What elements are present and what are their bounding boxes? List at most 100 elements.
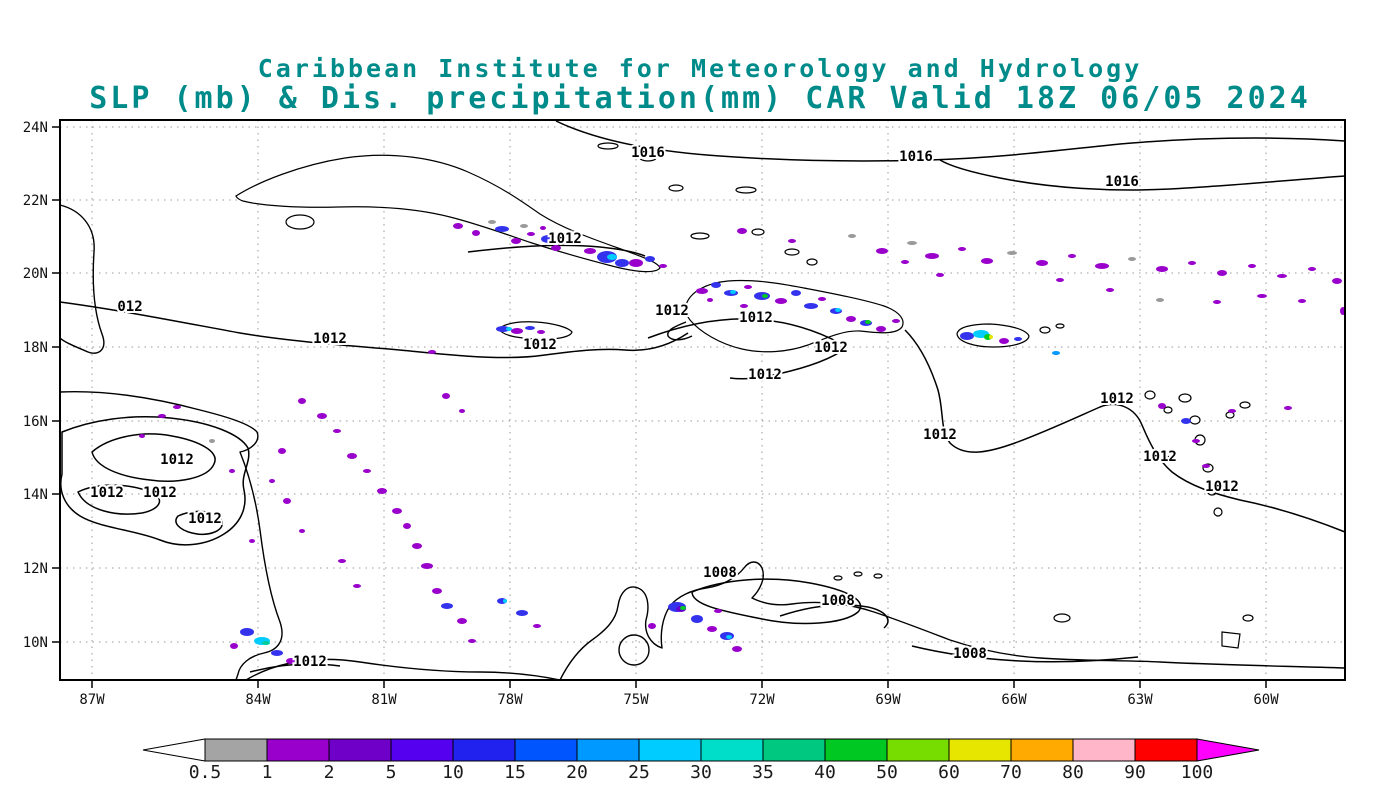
precip-cell xyxy=(428,350,436,354)
pressure-label: 1012 xyxy=(1100,391,1134,407)
precip-cell xyxy=(726,635,732,639)
pressure-labels: 1016 1016 1016 1012 012 1012 1012 1012 1012 1012 1… xyxy=(88,143,1241,672)
precip-cell xyxy=(707,298,713,302)
precip-cell xyxy=(1257,294,1267,298)
institute-title: Caribbean Institute for Meteorology and … xyxy=(257,54,1143,83)
precip-cell xyxy=(333,429,341,433)
lon-tick-label: 87W xyxy=(79,692,105,708)
lat-tick-label: 16N xyxy=(23,414,48,430)
precip-cell xyxy=(173,405,181,409)
colorbar-segment xyxy=(762,738,826,762)
grid-lines xyxy=(60,120,1345,680)
precip-cell xyxy=(659,264,667,268)
colorbar-tick-label: 5 xyxy=(386,762,397,783)
lon-tick-label: 60W xyxy=(1253,692,1279,708)
precip-cell xyxy=(299,529,305,533)
precip-cell xyxy=(1284,406,1292,410)
precip-cell xyxy=(271,650,283,656)
precip-cell xyxy=(584,248,596,254)
precip-cell xyxy=(540,226,546,230)
pressure-label: 1016 xyxy=(899,149,933,165)
precip-cell xyxy=(503,599,507,603)
lon-tick-label: 66W xyxy=(1001,692,1027,708)
pressure-label: 1012 xyxy=(90,485,124,501)
precip-cell xyxy=(691,615,703,623)
precip-cell xyxy=(1217,270,1227,276)
precip-cell xyxy=(520,224,528,228)
lat-tick-label: 24N xyxy=(23,120,48,136)
pressure-label: 1012 xyxy=(548,231,582,247)
colorbar-tick-label: 40 xyxy=(814,762,836,783)
precip-cell xyxy=(960,332,974,340)
precip-cell xyxy=(762,294,768,298)
pressure-label: 1012 xyxy=(748,367,782,383)
pressure-label: 1012 xyxy=(1205,479,1239,495)
precip-cell xyxy=(711,282,721,288)
lat-tick-label: 22N xyxy=(23,193,48,209)
colorbar-high-arrow xyxy=(1196,738,1260,762)
colorbar-low-arrow xyxy=(142,738,206,762)
precip-cell xyxy=(607,254,617,260)
precip-cell xyxy=(892,319,900,323)
precip-cell xyxy=(1128,257,1136,261)
pressure-label: 1008 xyxy=(953,646,987,662)
precip-cell xyxy=(1298,299,1306,303)
precip-cell xyxy=(648,623,656,629)
precip-cell xyxy=(1095,263,1109,269)
precip-cell xyxy=(1202,464,1210,468)
precip-cell xyxy=(848,234,856,238)
precip-cell xyxy=(1277,274,1287,278)
lat-tick-label: 10N xyxy=(23,635,48,651)
lon-tick-label: 81W xyxy=(371,692,397,708)
colorbar-tick-label: 0.5 xyxy=(189,762,222,783)
colorbar-tick-label: 15 xyxy=(504,762,526,783)
lat-tick-label: 18N xyxy=(23,340,48,356)
precip-cell xyxy=(1213,300,1221,304)
chart-title: SLP (mb) & Dis. precipitation(mm) CAR Va… xyxy=(89,81,1311,116)
precip-cell xyxy=(958,247,966,251)
precip-cell xyxy=(775,298,787,304)
precip-cell xyxy=(707,626,717,632)
precip-cell xyxy=(1181,418,1191,424)
pressure-label: 1012 xyxy=(188,511,222,527)
precip-cell xyxy=(714,609,722,613)
colorbar-segment xyxy=(514,738,578,762)
colorbar-tick-label: 80 xyxy=(1062,762,1084,783)
precip-cell xyxy=(1156,298,1164,302)
precip-cell xyxy=(541,235,557,243)
colorbar-tick-label: 100 xyxy=(1181,762,1214,783)
precip-cell xyxy=(925,253,939,259)
precip-cell xyxy=(468,639,476,643)
precip-cell xyxy=(1192,439,1200,443)
lon-tick-label: 78W xyxy=(497,692,523,708)
map-frame xyxy=(59,119,1346,681)
precip-cell xyxy=(696,288,708,294)
colorbar-segment xyxy=(266,738,330,762)
precip-cell xyxy=(1068,254,1076,258)
pressure-label: 1012 xyxy=(655,303,689,319)
lat-tick-label: 12N xyxy=(23,561,48,577)
precip-cell xyxy=(533,624,541,628)
precip-cell xyxy=(740,304,748,308)
pressure-contours xyxy=(59,120,1346,673)
precip-cell xyxy=(865,320,871,324)
precip-cell xyxy=(453,223,463,229)
precip-cell xyxy=(1158,403,1166,409)
colorbar-segment xyxy=(886,738,950,762)
pressure-label: 1008 xyxy=(703,565,737,581)
lon-tick-label: 84W xyxy=(245,692,271,708)
colorbar-segment xyxy=(204,738,268,762)
lat-tick-label: 20N xyxy=(23,266,48,282)
colorbar-segment xyxy=(1072,738,1136,762)
precip-cell xyxy=(495,226,509,232)
precip-cell xyxy=(680,606,686,610)
lon-tick-label: 75W xyxy=(623,692,649,708)
precipitation-cells xyxy=(139,220,1346,664)
precip-cell xyxy=(732,646,742,652)
colorbar-tick-label: 25 xyxy=(628,762,650,783)
precip-cell xyxy=(1188,261,1196,265)
precip-cell xyxy=(525,326,535,330)
colorbar-segment xyxy=(1010,738,1074,762)
precip-cell xyxy=(730,290,736,294)
pressure-label: 1012 xyxy=(313,331,347,347)
